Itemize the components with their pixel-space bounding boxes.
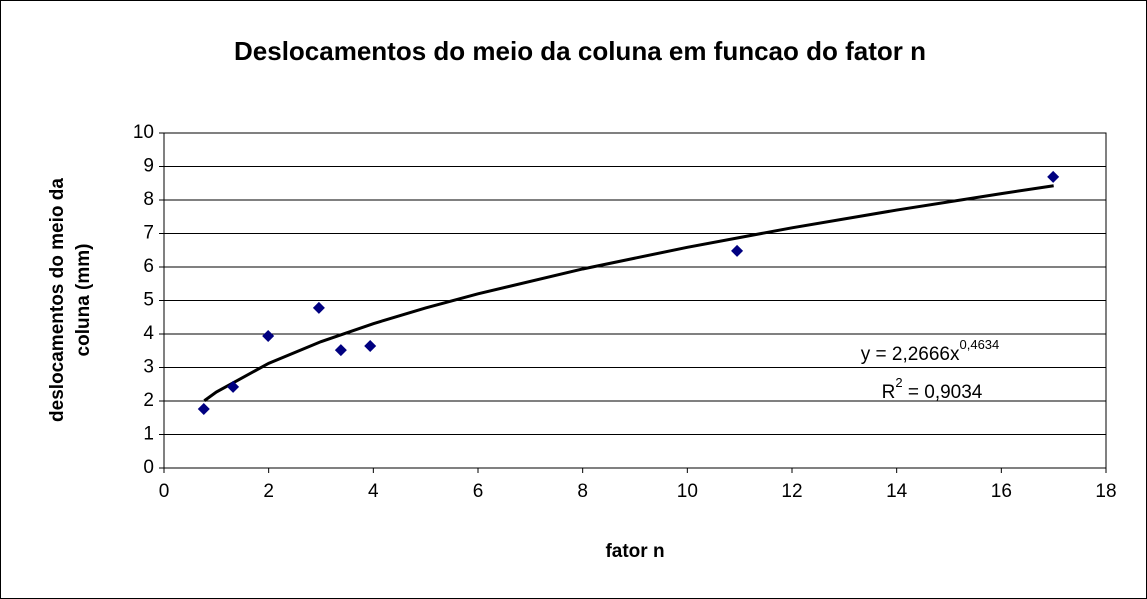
x-tick-label: 16 <box>991 481 1012 502</box>
x-tick-label: 0 <box>159 481 170 502</box>
point <box>731 244 744 257</box>
x-tick-label: 4 <box>368 481 379 502</box>
point <box>364 340 377 353</box>
y-tick-label: 8 <box>143 189 154 210</box>
point <box>312 301 325 314</box>
x-tick-label: 8 <box>577 481 588 502</box>
x-tick-label: 10 <box>677 481 698 502</box>
r2-base: R <box>882 382 896 403</box>
x-axis-label: fator n <box>605 541 664 562</box>
y-tick-label: 3 <box>143 357 154 378</box>
point <box>334 344 347 357</box>
y-axis-label-line: deslocamentos do meio da <box>47 178 68 422</box>
y-tick-label: 9 <box>143 156 154 177</box>
x-tick-label: 14 <box>886 481 908 502</box>
y-tick-label: 1 <box>143 424 154 445</box>
point <box>262 330 275 343</box>
y-axis-label: deslocamentos do meio da coluna (mm) <box>47 178 94 422</box>
y-tick-label: 2 <box>143 390 154 411</box>
equation-exponent: 0,4634 <box>960 337 1000 352</box>
chart-title: Deslocamentos do meio da coluna em funca… <box>234 36 926 66</box>
point <box>197 403 210 416</box>
point <box>227 380 240 393</box>
y-tick-label: 4 <box>143 323 154 344</box>
r2-exponent: 2 <box>895 375 902 390</box>
y-tick-label: 5 <box>143 290 154 311</box>
x-tick-label: 18 <box>1095 481 1116 502</box>
y-tick-label: 7 <box>143 223 154 244</box>
y-tick-label: 10 <box>133 122 154 143</box>
r2-rest: = 0,9034 <box>903 382 983 403</box>
x-tick-label: 2 <box>263 481 274 502</box>
point <box>1047 170 1060 183</box>
y-tick-label: 0 <box>143 457 154 478</box>
trendline <box>203 184 1054 402</box>
equation-base: y = 2,2666x <box>861 344 960 365</box>
trend-equation: y = 2,2666x0,4634 <box>861 337 1000 365</box>
x-tick-label: 6 <box>473 481 484 502</box>
r-squared: R2 = 0,9034 <box>882 375 983 403</box>
y-tick-label: 6 <box>143 256 154 277</box>
x-tick-label: 12 <box>781 481 802 502</box>
y-axis-label-line: coluna (mm) <box>73 244 94 357</box>
